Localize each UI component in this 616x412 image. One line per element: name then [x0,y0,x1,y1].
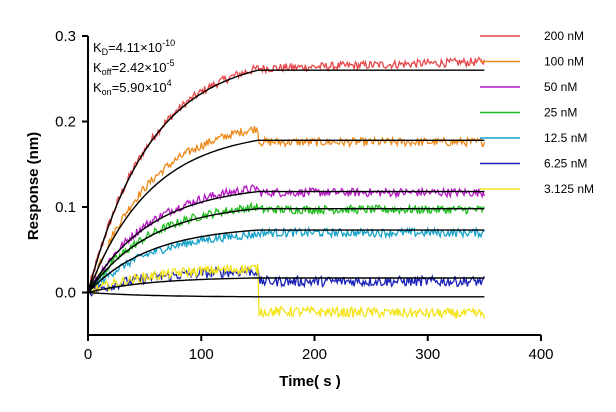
y-tick-label: 0.0 [55,285,76,302]
y-tick-label: 0.3 [55,28,76,45]
kinetics-annotation: KD=4.11×10-10 Koff=2.42×10-5 Kon=5.90×10… [93,38,175,97]
x-axis-label: Time( s ) [279,373,340,390]
x-tick-label: 400 [528,346,553,363]
y-axis-label: Response (nm) [25,132,42,240]
legend-label-6-25-nm: 6.25 nM [544,157,587,171]
legend-label-25-nm: 25 nM [544,106,577,120]
x-tick-label: 300 [415,346,440,363]
x-tick-label: 200 [302,346,327,363]
legend-label-200-nm: 200 nM [544,29,584,43]
sensorgram-chart: 0 100 200 300 400 0.0 0.1 0.2 0.3 Time( s ) Res… [0,0,616,412]
legend-label-3-125-nm: 3.125 nM [544,182,594,196]
y-tick-label: 0.1 [55,199,76,216]
x-tick-label: 0 [84,346,92,363]
y-tick-label: 0.2 [55,114,76,131]
legend-label-50-nm: 50 nM [544,80,577,94]
legend-label-100-nm: 100 nM [544,55,584,69]
legend-label-12-5-nm: 12.5 nM [544,131,587,145]
x-tick-label: 100 [189,346,214,363]
